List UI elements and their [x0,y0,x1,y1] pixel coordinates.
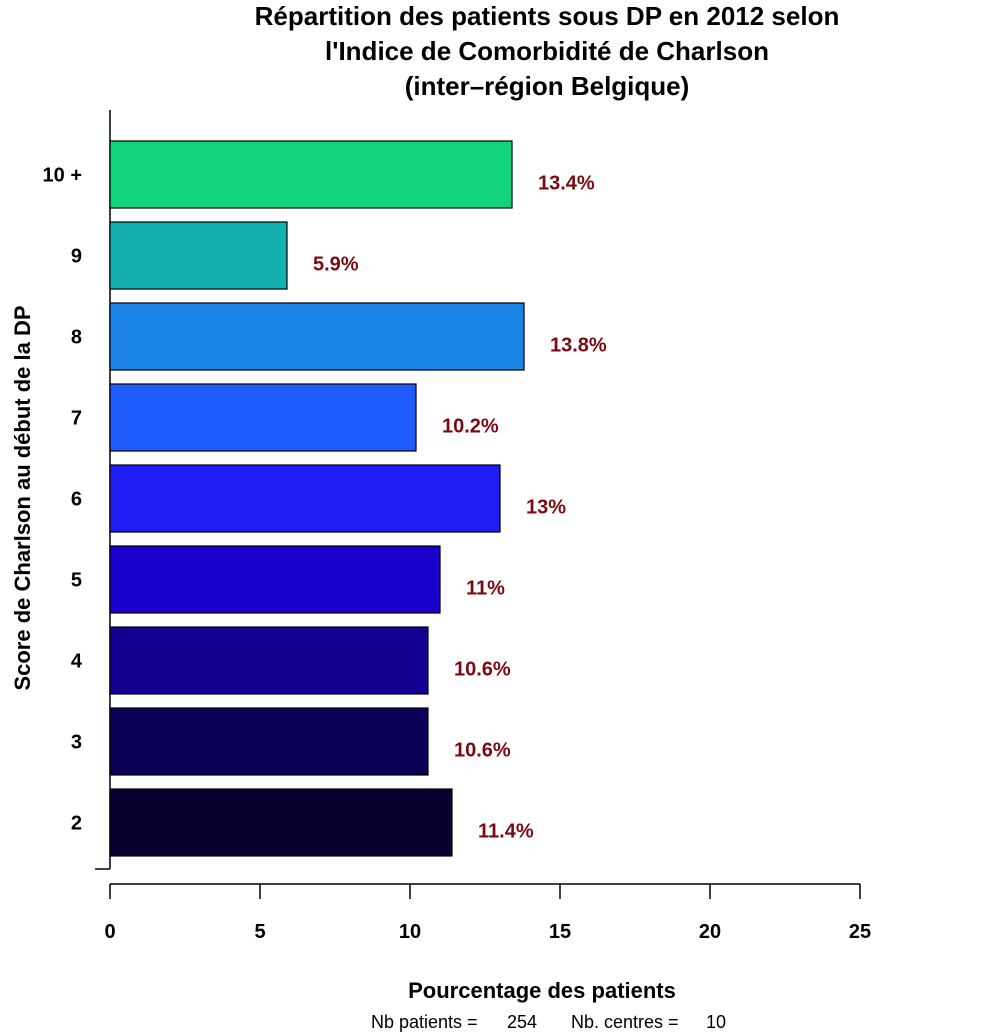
value-label: 10.2% [442,416,499,438]
value-label: 13% [526,497,566,519]
value-label: 11% [466,578,505,600]
category-label: 8 [71,327,82,349]
bar-score-6 [109,464,501,533]
bar-score-2 [109,788,453,857]
value-label: 13.4% [538,173,595,195]
footer-centres-value: 10 [706,1012,726,1032]
bar-score-9 [109,221,288,290]
value-label: 10.6% [454,740,511,762]
x-tick-label: 20 [699,921,721,943]
bar-score-7 [109,383,417,452]
category-label: 9 [71,246,82,268]
value-label: 10.6% [454,659,511,681]
value-label: 5.9% [313,254,359,276]
value-label: 11.4% [478,821,534,843]
bars-group [109,140,525,857]
category-label: 7 [71,408,82,430]
x-tick-label: 5 [254,921,265,943]
x-tick-label: 0 [104,921,115,943]
value-label: 13.8% [550,335,607,357]
category-label: 2 [71,813,82,835]
bar-score-8 [109,302,525,371]
chart-title-line-1: Répartition des patients sous DP en 2012… [255,1,840,31]
chart-title-line-3: (inter–région Belgique) [405,71,690,101]
bar-score-4 [109,626,429,695]
category-label: 5 [71,570,82,592]
footer-patients-label: Nb patients = [371,1012,478,1032]
x-axis-title: Pourcentage des patients [408,978,676,1003]
category-label: 10 + [43,165,82,187]
x-tick-label: 15 [549,921,571,943]
x-tick-label: 25 [849,921,871,943]
category-label: 4 [71,651,83,673]
chart-title-line-2: l'Indice de Comorbidité de Charlson [325,36,769,66]
category-label: 6 [71,489,82,511]
bar-score-10plus [109,140,513,209]
bar-score-3 [109,707,429,776]
category-labels: 2 3 4 5 6 7 8 9 10 + [43,165,83,835]
y-axis-title: Score de Charlson au début de la DP [10,305,35,690]
footer-centres-label: Nb. centres = [571,1012,679,1032]
bar-score-5 [109,545,441,614]
value-labels: 11.4% 10.6% 10.6% 11% 13% 10.2% 13.8% 5.9% 13.4% [313,173,607,843]
footer: Nb patients = 254 Nb. centres = 10 [371,1012,726,1032]
x-axis-ticks: 0 5 10 15 20 25 [104,884,871,943]
chart-title: Répartition des patients sous DP en 2012… [255,1,840,101]
footer-patients-value: 254 [507,1012,537,1032]
category-label: 3 [71,732,82,754]
x-tick-label: 10 [399,921,421,943]
